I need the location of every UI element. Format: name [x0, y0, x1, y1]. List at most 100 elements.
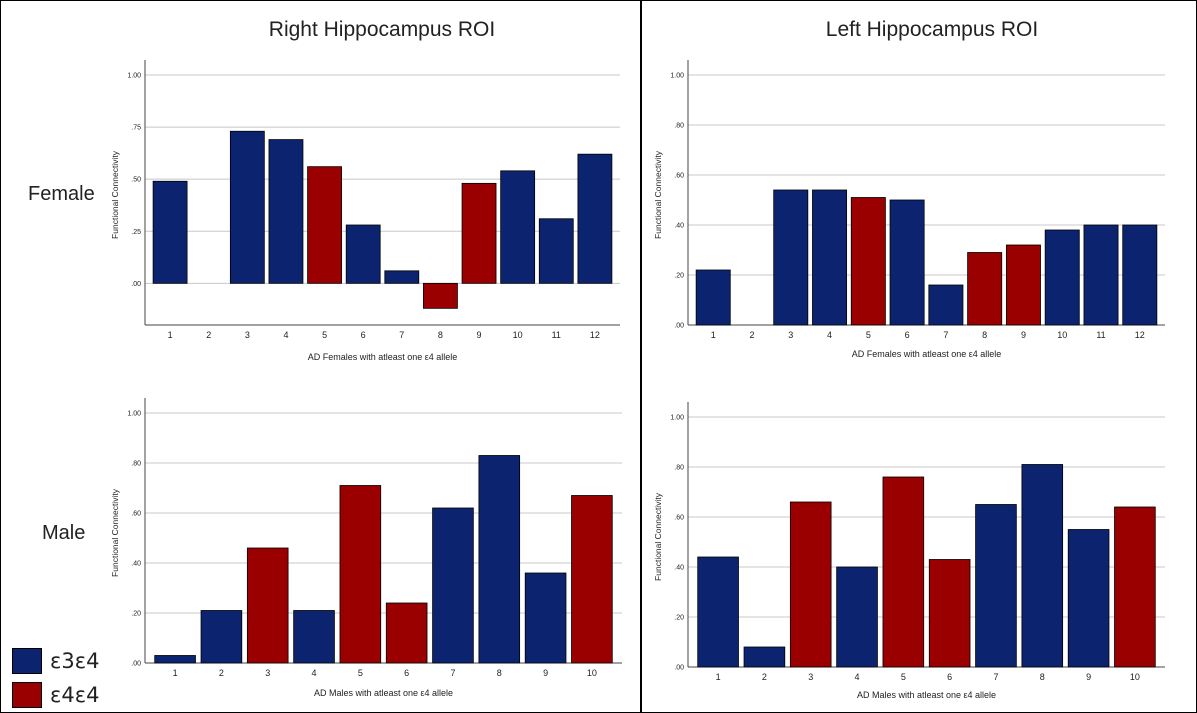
x-tick-label: 9 — [543, 668, 548, 678]
x-tick-label: 9 — [1086, 672, 1091, 682]
bar-5 — [850, 197, 886, 326]
bar-10 — [1044, 229, 1080, 326]
x-tick-label: 7 — [399, 330, 404, 340]
legend-item-e3e4: ε3ε4 — [12, 646, 99, 676]
x-tick-label: 8 — [497, 668, 502, 678]
female-row-label: Female — [28, 183, 95, 205]
x-axis-label: AD Females with atleast one ε4 allele — [852, 349, 1002, 359]
x-tick-label: 2 — [762, 672, 767, 682]
x-tick-label: 4 — [283, 330, 288, 340]
x-tick-label: 3 — [265, 668, 270, 678]
bar-8 — [478, 455, 521, 664]
bar-9 — [1005, 244, 1041, 326]
y-tick-label: .25 — [131, 229, 141, 236]
y-tick-label: .00 — [674, 665, 684, 672]
x-tick-label: 1 — [716, 672, 721, 682]
y-tick-label: .80 — [674, 465, 684, 472]
bar-7 — [928, 284, 964, 326]
x-tick-label: 9 — [1021, 330, 1026, 340]
bar-10 — [500, 170, 536, 284]
x-tick-label: 2 — [749, 330, 754, 340]
x-tick-label: 10 — [1130, 672, 1140, 682]
bar-11 — [538, 218, 574, 284]
male-row-label: Male — [42, 522, 86, 544]
bar-4 — [293, 610, 335, 664]
chart-right-male: .00 .20 .40 .60 .80 1.00 1 2 3 4 5 6 7 8 9 10 AD Males w… — [110, 398, 622, 698]
y-tick-label: 1.00 — [127, 73, 141, 80]
y-tick-label: .00 — [131, 661, 141, 668]
bar-1 — [697, 556, 739, 668]
legend-swatch-e4e4 — [12, 682, 42, 708]
x-tick-label: 8 — [1040, 672, 1045, 682]
x-tick-label: 10 — [587, 668, 597, 678]
bar-2 — [200, 610, 243, 664]
x-tick-label: 5 — [358, 668, 363, 678]
y-axis-label: Functional Connectivity — [110, 150, 120, 239]
x-tick-label: 5 — [901, 672, 906, 682]
bar-9 — [524, 572, 567, 664]
chart-left-male: .00 .20 .40 .60 .80 1.00 1 2 3 4 5 6 7 8 9 10 AD Males w… — [653, 402, 1165, 700]
y-tick-label: .75 — [131, 125, 141, 132]
column-divider — [640, 0, 642, 713]
bar-3 — [246, 547, 289, 664]
x-tick-label: 4 — [312, 668, 317, 678]
x-tick-label: 3 — [788, 330, 793, 340]
y-axis-label: Functional Connectivity — [653, 492, 663, 581]
x-tick-label: 4 — [855, 672, 860, 682]
x-tick-label: 11 — [552, 330, 561, 340]
bar-12 — [577, 153, 613, 284]
bar-6 — [385, 602, 428, 664]
y-tick-label: .80 — [674, 123, 684, 130]
x-tick-label: 11 — [1096, 330, 1105, 340]
y-tick-label: 1.00 — [670, 415, 684, 422]
x-tick-label: 1 — [173, 668, 178, 678]
legend-label-e3e4: ε3ε4 — [50, 649, 100, 673]
bar-7 — [432, 507, 474, 664]
x-tick-label: 8 — [982, 330, 987, 340]
bar-3 — [229, 130, 265, 284]
x-axis-label: AD Females with atleast one ε4 allele — [308, 352, 458, 362]
x-tick-label: 4 — [827, 330, 832, 340]
x-tick-label: 3 — [245, 330, 250, 340]
x-tick-label: 6 — [361, 330, 366, 340]
x-tick-label: 7 — [993, 672, 998, 682]
bar-6 — [889, 199, 925, 326]
y-tick-label: .60 — [674, 515, 684, 522]
x-tick-label: 3 — [808, 672, 813, 682]
x-tick-label: 7 — [450, 668, 455, 678]
bar-10 — [1114, 506, 1156, 668]
bar-3 — [789, 501, 832, 668]
x-tick-label: 10 — [513, 330, 523, 340]
x-tick-label: 8 — [438, 330, 443, 340]
bar-6 — [928, 559, 971, 668]
y-axis-label: Functional Connectivity — [653, 150, 663, 239]
x-tick-label: 6 — [947, 672, 952, 682]
x-tick-label: 2 — [206, 330, 211, 340]
bar-11 — [1083, 224, 1119, 326]
y-tick-label: .00 — [674, 323, 684, 330]
bar-10 — [571, 495, 613, 664]
y-tick-label: .80 — [131, 461, 141, 468]
right-hippocampus-title: Right Hippocampus ROI — [268, 18, 496, 41]
bar-2 — [743, 646, 786, 668]
bar-5 — [307, 166, 342, 284]
bar-5 — [882, 476, 925, 668]
bar-5 — [339, 485, 382, 664]
x-tick-label: 12 — [590, 330, 600, 340]
bar-8 — [423, 282, 458, 309]
x-tick-label: 5 — [322, 330, 327, 340]
bar-12 — [1122, 224, 1158, 326]
legend-label-e4e4: ε4ε4 — [50, 683, 100, 707]
x-tick-label: 6 — [404, 668, 409, 678]
x-tick-label: 12 — [1135, 330, 1145, 340]
bar-4 — [812, 189, 848, 326]
bar-1 — [154, 655, 196, 664]
y-tick-label: .60 — [131, 511, 141, 518]
bar-4 — [836, 566, 878, 668]
y-tick-label: .60 — [674, 173, 684, 180]
legend-item-e4e4: ε4ε4 — [12, 680, 99, 710]
y-tick-label: 1.00 — [670, 73, 684, 80]
y-tick-label: .40 — [674, 565, 684, 572]
x-tick-label: 5 — [866, 330, 871, 340]
